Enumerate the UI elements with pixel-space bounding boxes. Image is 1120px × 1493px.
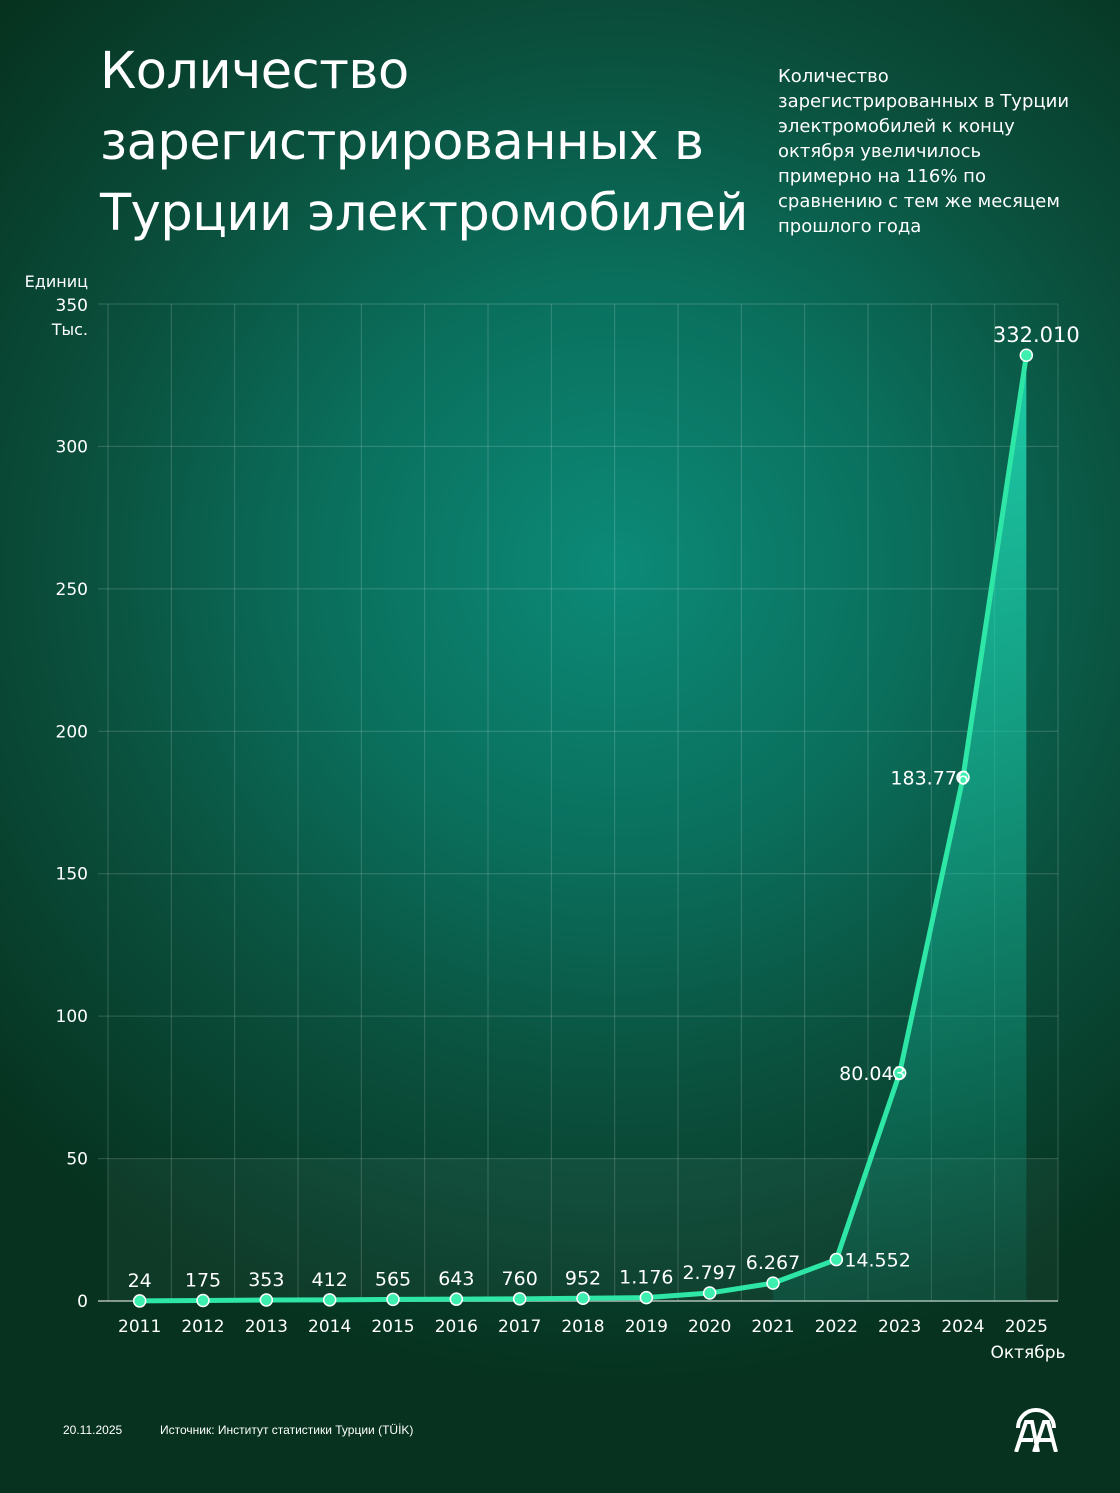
x-axis-note: Октябрь [990,1343,1065,1363]
data-label: 2.797 [682,1262,736,1284]
data-point [132,1294,147,1308]
y-tick-label: 200 [56,722,88,742]
y-tick-label: 350 [56,296,88,316]
x-tick-label: 2014 [308,1317,351,1337]
data-label: 565 [375,1268,411,1290]
data-label: 412 [312,1269,348,1291]
data-label: 332.010 [993,323,1080,347]
y-tick-label: 250 [56,580,88,600]
data-point [892,1066,907,1080]
x-tick-label: 2020 [688,1317,731,1337]
x-tick-label: 2015 [371,1317,414,1337]
data-label: 6.267 [746,1252,800,1274]
data-label: 1.176 [619,1267,673,1289]
data-label: 183.776 [890,768,969,790]
chart-subtitle: Количество зарегистрированных в Турции э… [778,66,1070,237]
data-label: 353 [248,1269,284,1291]
data-label: 24 [128,1270,152,1292]
x-tick-label: 2025 [1005,1317,1048,1337]
x-tick-label: 2018 [561,1317,604,1337]
data-point [322,1293,337,1307]
data-label: 643 [438,1268,474,1290]
y-axis-label: Единиц [25,272,88,291]
data-label: 760 [502,1268,538,1290]
x-tick-label: 2023 [878,1317,921,1337]
data-point [1019,348,1034,362]
x-tick-label: 2024 [941,1317,984,1337]
y-axis-unit: Тыс. [51,320,88,339]
data-point [576,1291,590,1306]
x-tick-label: 2011 [118,1317,161,1337]
y-tick-label: 150 [56,865,88,885]
data-point [259,1293,274,1307]
data-point [449,1292,464,1306]
y-tick-label: 100 [56,1007,88,1027]
data-label: 80.043 [839,1063,905,1085]
x-tick-label: 2022 [815,1317,858,1337]
data-point [386,1292,400,1307]
y-tick-label: 300 [56,437,88,457]
x-tick-label: 2016 [435,1317,478,1337]
x-tick-label: 2013 [245,1317,288,1337]
y-tick-label: 0 [77,1292,88,1312]
data-label: 14.552 [844,1250,910,1272]
x-tick-label: 2012 [181,1317,224,1337]
data-point [766,1276,780,1290]
footer-source: Источник: Институт статистики Турции (TÜ… [160,1423,414,1437]
data-point [512,1292,527,1306]
data-point [702,1286,717,1300]
data-point [956,770,970,785]
data-label: 175 [185,1270,221,1292]
data-point [196,1293,210,1308]
data-point [829,1252,844,1267]
y-tick-label: 50 [66,1150,88,1170]
x-tick-label: 2021 [751,1317,794,1337]
data-label: 952 [565,1267,601,1289]
chart-title: Количество зарегистрированных в Турции э… [100,42,748,243]
area-fill [773,355,1027,1301]
x-tick-label: 2017 [498,1317,541,1337]
data-point [639,1290,654,1305]
x-tick-label: 2019 [625,1317,668,1337]
footer-date: 20.11.2025 [63,1423,123,1437]
aa-logo [1014,1408,1058,1452]
